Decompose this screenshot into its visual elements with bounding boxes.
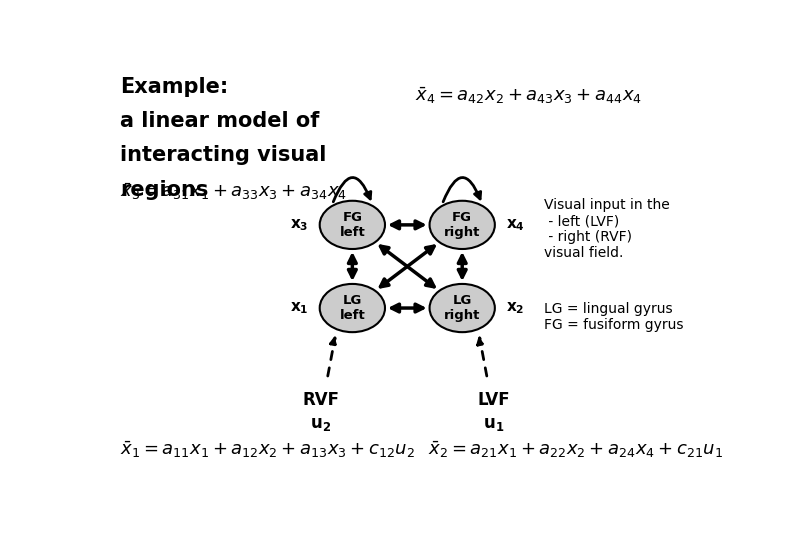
- Text: FG
right: FG right: [444, 211, 480, 239]
- Text: $\bar{x}_4 = a_{42}x_2 + a_{43}x_3 + a_{44}x_4$: $\bar{x}_4 = a_{42}x_2 + a_{43}x_3 + a_{…: [415, 85, 642, 106]
- Text: $\bar{x}_3 = a_{31}x_1 + a_{33}x_3 + a_{34}x_4$: $\bar{x}_3 = a_{31}x_1 + a_{33}x_3 + a_{…: [120, 181, 347, 202]
- Text: $\bar{x}_2 = a_{21}x_1 + a_{22}x_2 + a_{24}x_4 + c_{21}u_1$: $\bar{x}_2 = a_{21}x_1 + a_{22}x_2 + a_{…: [428, 439, 723, 460]
- Text: $\mathbf{x_3}$: $\mathbf{x_3}$: [290, 217, 309, 233]
- Text: LG
left: LG left: [339, 294, 365, 322]
- Text: $\bar{x}_1 = a_{11}x_1 + a_{12}x_2 + a_{13}x_3 + c_{12}u_2$: $\bar{x}_1 = a_{11}x_1 + a_{12}x_2 + a_{…: [120, 439, 415, 460]
- Text: LVF: LVF: [477, 391, 510, 409]
- Ellipse shape: [320, 284, 385, 332]
- Text: FG
left: FG left: [339, 211, 365, 239]
- Ellipse shape: [320, 201, 385, 249]
- Text: Visual input in the
 - left (LVF)
 - right (RVF)
visual field.: Visual input in the - left (LVF) - right…: [544, 198, 670, 260]
- Text: regions: regions: [120, 180, 208, 200]
- Text: interacting visual: interacting visual: [120, 145, 326, 165]
- Text: a linear model of: a linear model of: [120, 111, 319, 131]
- Text: Example:: Example:: [120, 77, 228, 97]
- Text: $\mathbf{x_1}$: $\mathbf{x_1}$: [290, 300, 309, 316]
- Text: $\mathbf{x_2}$: $\mathbf{x_2}$: [506, 300, 525, 316]
- Text: $\mathbf{x_4}$: $\mathbf{x_4}$: [506, 217, 525, 233]
- Ellipse shape: [429, 201, 495, 249]
- Text: $\mathbf{u_1}$: $\mathbf{u_1}$: [483, 415, 504, 433]
- Text: RVF: RVF: [302, 391, 339, 409]
- Ellipse shape: [429, 284, 495, 332]
- Text: $\mathbf{u_2}$: $\mathbf{u_2}$: [310, 415, 331, 433]
- Text: LG = lingual gyrus
FG = fusiform gyrus: LG = lingual gyrus FG = fusiform gyrus: [544, 302, 684, 332]
- Text: LG
right: LG right: [444, 294, 480, 322]
